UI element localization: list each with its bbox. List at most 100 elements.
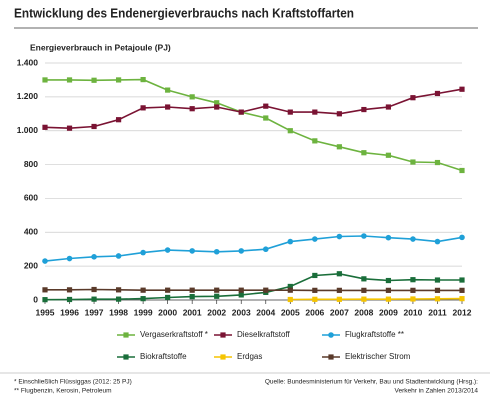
point	[91, 254, 97, 260]
point	[42, 287, 48, 293]
y-axis-label: Energieverbrauch in Petajoule (PJ)	[30, 42, 171, 52]
footnote: ** Flugbenzin, Kerosin, Petroleum	[14, 388, 112, 395]
point	[336, 144, 342, 150]
point	[459, 287, 465, 293]
point	[434, 90, 441, 97]
point	[434, 159, 441, 166]
point	[336, 287, 342, 293]
series-line	[290, 297, 463, 301]
point	[214, 104, 220, 110]
y-tick-label: 600	[24, 193, 38, 203]
point	[434, 296, 441, 302]
point	[115, 287, 122, 293]
point	[410, 236, 416, 242]
point	[459, 86, 465, 92]
point	[189, 287, 195, 293]
series-line	[44, 88, 463, 130]
point	[336, 271, 342, 277]
legend-label: Dieselkraftstoff	[237, 330, 291, 339]
point	[189, 94, 195, 100]
point	[312, 236, 318, 242]
point	[312, 272, 318, 279]
x-tick-label: 1999	[134, 307, 153, 317]
y-tick-label: 200	[24, 260, 38, 270]
point	[165, 287, 171, 293]
legend-marker	[328, 354, 334, 360]
point	[262, 246, 269, 253]
point	[165, 87, 171, 93]
point	[140, 287, 146, 293]
point	[189, 294, 195, 300]
point	[42, 297, 48, 303]
source: Verkehr in Zahlen 2013/2014	[395, 388, 479, 395]
point	[165, 104, 171, 110]
point	[361, 233, 367, 239]
x-tick-label: 1996	[60, 307, 79, 317]
point	[165, 294, 171, 301]
point	[287, 238, 294, 245]
point	[410, 95, 416, 101]
x-tick-label: 2004	[256, 307, 275, 317]
source: Quelle: Bundesministerium für Verkehr, B…	[265, 379, 478, 386]
point	[361, 150, 367, 156]
point	[336, 233, 343, 240]
point	[361, 276, 367, 282]
footnote: * Einschließlich Flüssiggas (2012: 25 PJ…	[14, 379, 132, 386]
y-tick-label: 0	[33, 294, 38, 304]
x-tick-label: 2011	[428, 307, 447, 317]
point	[238, 287, 244, 293]
point	[459, 234, 465, 241]
legend-marker	[123, 354, 129, 360]
x-tick-label: 2006	[305, 307, 324, 317]
point	[361, 287, 367, 293]
point	[189, 106, 195, 112]
point	[263, 287, 269, 293]
point	[459, 167, 465, 174]
point	[459, 296, 465, 302]
point	[385, 104, 392, 110]
series-line	[44, 235, 463, 262]
y-tick-label: 400	[24, 227, 38, 237]
point	[312, 287, 318, 293]
y-tick-label: 800	[24, 159, 38, 169]
point	[91, 296, 97, 302]
series-line	[44, 272, 462, 301]
point	[42, 258, 48, 264]
x-tick-label: 1997	[85, 307, 104, 317]
x-tick-label: 2009	[379, 307, 398, 317]
point	[66, 125, 73, 131]
point	[66, 287, 73, 293]
legend-marker	[123, 332, 129, 338]
point	[238, 109, 244, 115]
x-tick-label: 2005	[281, 307, 300, 317]
point	[66, 77, 73, 83]
point	[42, 124, 48, 130]
legend-marker	[328, 332, 334, 338]
point	[115, 77, 122, 83]
point	[115, 296, 122, 302]
point	[214, 293, 220, 299]
point	[287, 287, 293, 293]
point	[214, 100, 220, 106]
y-tick-label: 1.400	[17, 57, 39, 67]
legend-label: Erdgas	[237, 352, 262, 361]
point	[312, 109, 318, 115]
point	[91, 286, 97, 293]
point	[287, 283, 293, 290]
legend-label: Flugkraftstoffe **	[345, 330, 404, 339]
point	[164, 247, 171, 253]
x-tick-label: 2012	[453, 307, 472, 317]
x-tick-label: 2000	[158, 307, 177, 317]
point	[140, 249, 146, 256]
point	[361, 296, 367, 302]
point	[385, 296, 392, 302]
point	[385, 277, 392, 284]
point	[238, 292, 244, 298]
point	[336, 296, 342, 302]
point	[410, 277, 416, 283]
point	[459, 277, 465, 283]
point	[385, 152, 392, 158]
point	[66, 296, 73, 303]
point	[189, 248, 195, 254]
